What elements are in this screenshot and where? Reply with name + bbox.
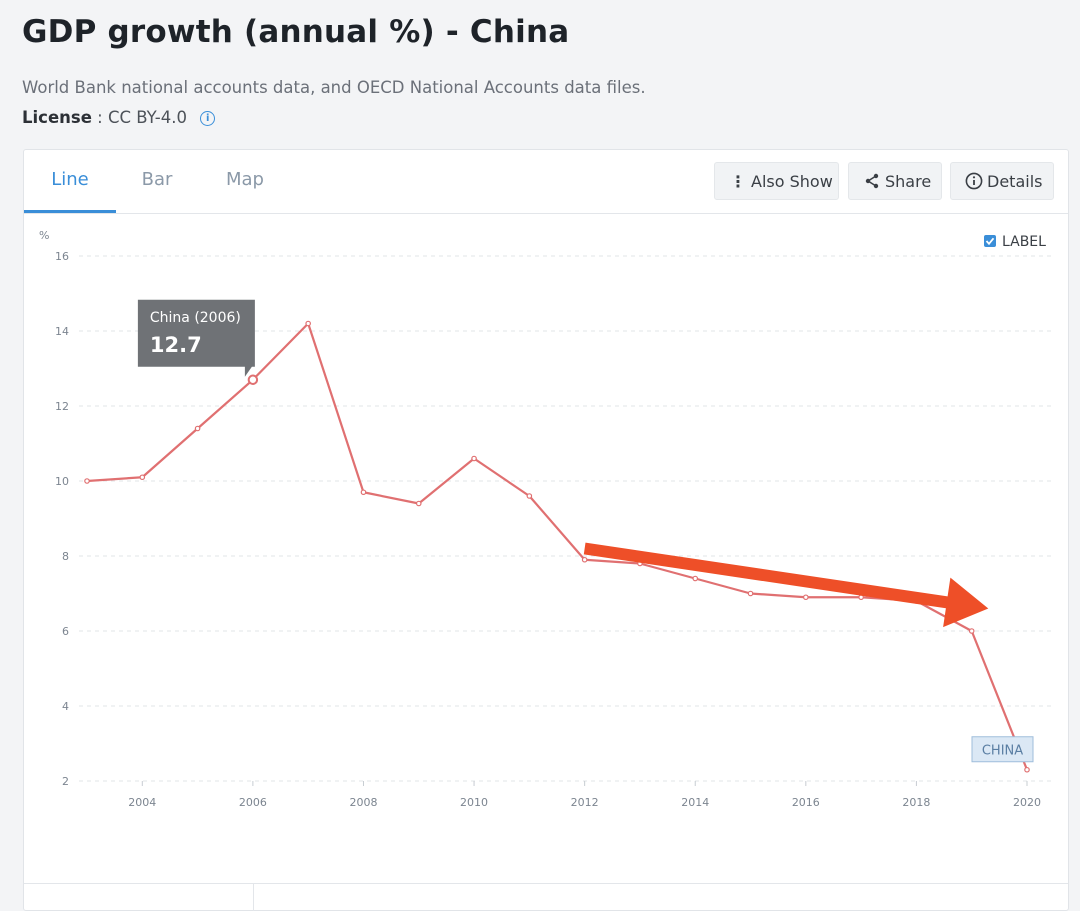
data-point — [305, 320, 311, 327]
data-point — [692, 575, 699, 582]
x-tick-label: 2016 — [792, 796, 820, 809]
details-button[interactable]: Details — [950, 162, 1054, 200]
label-checkbox — [984, 235, 996, 247]
tooltip-box — [137, 299, 255, 377]
series-end-label: CHINA — [982, 743, 1023, 758]
data-point — [968, 628, 975, 634]
details-info-icon — [961, 163, 987, 201]
source-note: World Bank national accounts data, and O… — [22, 78, 646, 97]
info-icon[interactable]: i — [200, 111, 216, 126]
license-value: : CC BY-4.0 — [97, 108, 187, 127]
bottom-strip — [24, 883, 1068, 911]
data-point — [803, 594, 809, 601]
y-tick-label: 2 — [62, 775, 69, 788]
tab-bar: Line Bar Map ⋮ Also Show Share Details — [24, 150, 1068, 214]
page-title: GDP growth (annual %) - China — [22, 14, 570, 50]
y-tick-label: 6 — [62, 625, 69, 638]
y-tick-label: 4 — [62, 700, 69, 713]
also-show-button[interactable]: ⋮ Also Show — [714, 162, 839, 200]
checkbox-check-icon — [985, 237, 995, 246]
data-point — [747, 590, 754, 597]
x-tick-label: 2020 — [1013, 796, 1041, 809]
y-tick-label: 16 — [55, 250, 69, 263]
y-tick-label: 10 — [55, 475, 69, 488]
data-point — [139, 474, 146, 481]
data-point — [360, 489, 367, 496]
x-tick-label: 2010 — [460, 796, 488, 809]
chart-card: Line Bar Map ⋮ Also Show Share Details — [23, 149, 1069, 911]
line-chart: % 2 4 6 8 10 12 14 16 2004 2006 2008 2010 2012 2014 201… — [39, 229, 1054, 809]
y-axis-label: % — [39, 229, 49, 242]
data-point — [194, 425, 201, 432]
data-point — [1024, 766, 1030, 773]
highlight-point — [247, 374, 259, 385]
also-show-label: Also Show — [751, 172, 833, 191]
series-line-china — [86, 322, 1029, 771]
kebab-icon: ⋮ — [730, 172, 746, 191]
bottom-divider — [253, 884, 254, 911]
data-point — [526, 493, 533, 499]
tab-bar-chart[interactable]: Bar — [141, 169, 173, 190]
x-tick-label: 2012 — [571, 796, 599, 809]
tooltip-value: 12.7 — [150, 333, 202, 357]
y-tick-label: 8 — [62, 550, 69, 563]
y-tick-label: 14 — [55, 325, 69, 338]
x-tick-label: 2018 — [902, 796, 930, 809]
data-point — [471, 455, 477, 462]
x-tick-label: 2006 — [239, 796, 267, 809]
trend-arrow-annotation — [583, 542, 989, 628]
license-line: License : CC BY-4.0 i — [22, 108, 216, 127]
data-point — [415, 500, 422, 507]
details-label: Details — [987, 172, 1043, 191]
label-toggle-text: LABEL — [1002, 234, 1046, 250]
share-icon — [859, 163, 885, 201]
data-point — [581, 556, 588, 563]
tooltip-title: China (2006) — [150, 310, 241, 326]
share-button[interactable]: Share — [848, 162, 942, 200]
data-point — [84, 478, 90, 484]
x-tick-label: 2008 — [349, 796, 377, 809]
tab-line[interactable]: Line — [24, 150, 116, 213]
x-tick-label: 2014 — [681, 796, 709, 809]
license-label: License — [22, 108, 92, 127]
y-tick-label: 12 — [55, 400, 69, 413]
share-label: Share — [885, 172, 932, 191]
tab-map[interactable]: Map — [226, 169, 264, 190]
x-tick-label: 2004 — [128, 796, 156, 809]
series-end-label-box — [971, 736, 1034, 763]
